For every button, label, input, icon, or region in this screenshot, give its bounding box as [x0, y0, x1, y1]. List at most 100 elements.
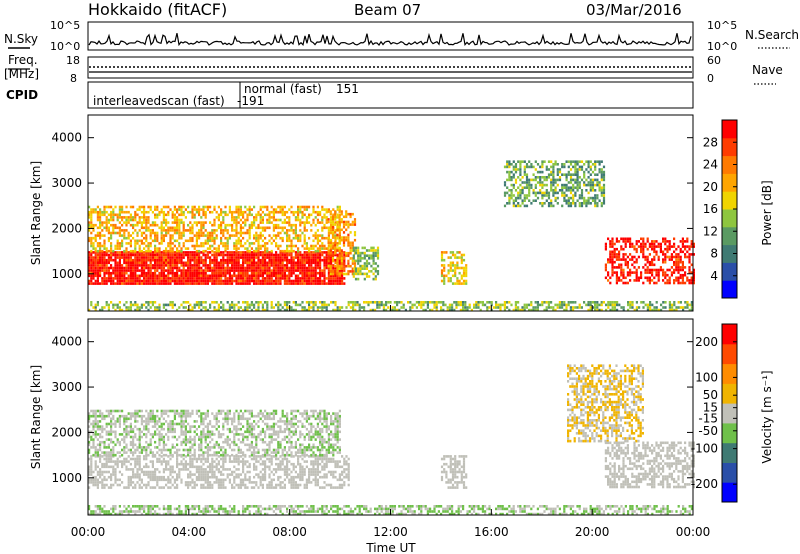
freq-label: Freq. — [8, 53, 38, 67]
cpid-interleaved-name: interleavedscan (fast) — [93, 94, 225, 108]
velocity-ytick-label-3: 4000 — [51, 335, 82, 349]
velocity-region-4 — [604, 441, 695, 489]
velocity-region-0 — [88, 455, 350, 489]
noise-tick-right-top: 10^5 — [707, 19, 737, 32]
x-tick-label-5: 20:00 — [575, 525, 610, 539]
power-y-axis: 1000 2000 3000 4000 — [51, 131, 693, 281]
power-ytick-label-1: 2000 — [51, 221, 82, 235]
x-axis: 00:00 04:00 08:00 12:00 16:00 20:00 00:00 — [71, 305, 711, 539]
cpid-interleaved-id: -191 — [237, 94, 264, 108]
power-region-5 — [503, 160, 606, 208]
velocity-region-3 — [567, 364, 644, 443]
velocity-colorbar-cell-6 — [722, 363, 737, 384]
date-label: 03/Mar/2016 — [586, 1, 682, 19]
velocity-colorbar-label-7: -200 — [691, 477, 718, 491]
nave-label: Nave — [752, 63, 783, 77]
nsky-trace — [88, 32, 692, 47]
velocity-colorbar-label: Velocity [m s⁻¹] — [760, 370, 774, 463]
velocity-ylabel: Slant Range [km] — [29, 365, 43, 469]
power-colorbar-label-3: 16 — [703, 202, 718, 216]
noise-tick-left-top: 10^5 — [50, 19, 80, 32]
nave-tick-top: 60 — [707, 54, 721, 67]
x-tick-label-4: 16:00 — [474, 525, 509, 539]
cpid-normal-id: 151 — [336, 82, 359, 96]
x-tick-label-3: 12:00 — [373, 525, 408, 539]
freq-tick-bottom: 8 — [70, 72, 77, 85]
power-colorbar-label-5: 24 — [703, 158, 718, 172]
power-region-4 — [440, 251, 468, 285]
radar-title: Hokkaido (fitACF) — [88, 0, 227, 19]
power-ytick-label-0: 1000 — [51, 267, 82, 281]
velocity-colorbar-label-0: 200 — [695, 335, 718, 349]
velocity-colorbar-cell-4 — [722, 403, 737, 424]
power-colorbar-label-1: 8 — [710, 247, 718, 261]
freq-unit: [MHz] — [4, 67, 39, 81]
power-colorbar-label-2: 12 — [703, 224, 718, 238]
power-ytick-label-3: 4000 — [51, 131, 82, 145]
noise-panel — [87, 21, 694, 51]
power-region-7 — [88, 301, 693, 312]
power-region-3 — [352, 246, 380, 281]
beam-label: Beam 07 — [354, 1, 421, 19]
power-colorbar-cell-7 — [722, 155, 737, 174]
velocity-region-1 — [88, 409, 341, 457]
cpid-label: CPID — [6, 88, 38, 102]
velocity-ytick-label-0: 1000 — [51, 471, 82, 485]
power-colorbar-label: Power [dB] — [760, 180, 774, 245]
power-colorbar-label-6: 28 — [703, 135, 718, 149]
power-colorbar-cell-0 — [722, 280, 737, 299]
velocity-colorbar-label-5: -50 — [698, 424, 718, 438]
velocity-y-axis: 1000 2000 3000 4000 — [51, 335, 693, 485]
velocity-region-5 — [88, 505, 693, 516]
power-ytick-label-2: 3000 — [51, 176, 82, 190]
velocity-region-2 — [440, 455, 468, 489]
velocity-colorbar-label-1: 100 — [695, 370, 718, 384]
noise-tick-right-bottom: 10^0 — [707, 40, 737, 53]
cpid-normal-name: normal (fast) — [244, 82, 322, 96]
x-tick-label-2: 08:00 — [272, 525, 307, 539]
velocity-ytick-label-2: 3000 — [51, 380, 82, 394]
velocity-data — [88, 364, 695, 516]
velocity-colorbar-cell-0 — [722, 482, 737, 503]
nsearch-label: N.Search — [745, 28, 799, 42]
power-colorbar-label-0: 4 — [710, 269, 718, 283]
nave-tick-bottom: 0 — [707, 72, 714, 85]
power-colorbar-cell-9 — [722, 120, 737, 139]
power-colorbar-cell-4 — [722, 209, 737, 228]
noise-tick-left-bottom: 10^0 — [50, 40, 80, 53]
nsky-label: N.Sky — [4, 32, 38, 46]
power-panel: 1000 2000 3000 4000 Slant Range [km] 4 8 12 16… — [29, 114, 774, 312]
power-colorbar-cell-2 — [722, 244, 737, 263]
power-region-0 — [88, 251, 346, 285]
velocity-colorbar-label-2: 50 — [703, 388, 718, 402]
power-colorbar: 4 8 12 16 20 24 28 — [703, 119, 738, 299]
velocity-colorbar-cell-1 — [722, 462, 737, 483]
freq-panel — [87, 56, 694, 79]
x-tick-label-6: 00:00 — [676, 525, 711, 539]
power-colorbar-cell-1 — [722, 262, 737, 281]
x-tick-label-0: 00:00 — [71, 525, 106, 539]
power-colorbar-cell-8 — [722, 137, 737, 157]
velocity-colorbar-cell-2 — [722, 442, 737, 463]
velocity-colorbar-frame — [721, 323, 738, 503]
power-region-1 — [88, 205, 341, 253]
velocity-ytick-label-1: 2000 — [51, 425, 82, 439]
velocity-colorbar-cell-8 — [722, 324, 737, 345]
power-data — [88, 160, 695, 312]
power-colorbar-cell-3 — [722, 226, 737, 246]
velocity-colorbar-label-3: 15 — [703, 401, 718, 415]
x-tick-label-1: 04:00 — [172, 525, 207, 539]
velocity-colorbar-label-6: -100 — [691, 442, 718, 456]
velocity-colorbar-label-4: -15 — [698, 411, 718, 425]
cpid-panel — [87, 81, 694, 109]
power-colorbar-cell-6 — [722, 173, 737, 192]
freq-tick-top: 18 — [66, 54, 80, 67]
velocity-colorbar-cell-7 — [722, 343, 737, 365]
power-colorbar-cell-5 — [722, 191, 737, 210]
velocity-colorbar-cell-5 — [722, 383, 737, 404]
power-colorbar-label-4: 20 — [703, 180, 718, 194]
power-ylabel: Slant Range [km] — [29, 161, 43, 265]
